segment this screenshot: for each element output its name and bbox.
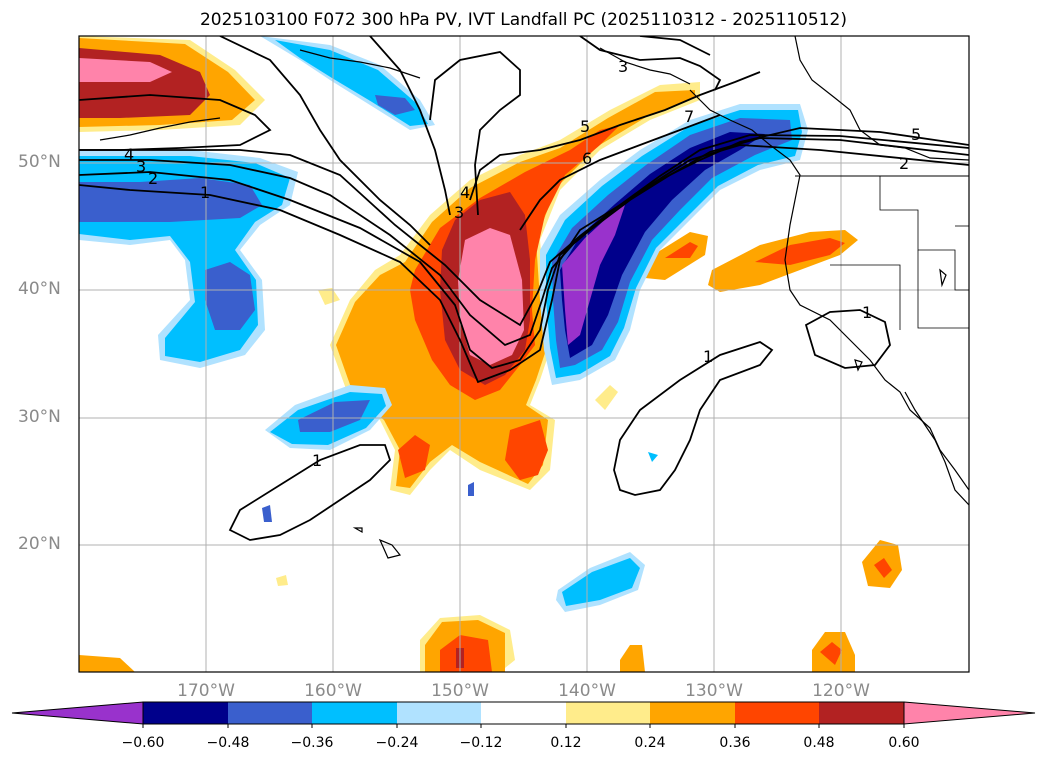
- contour-label: 2: [899, 154, 909, 173]
- contour-label: 6: [582, 149, 592, 168]
- colorbar: [11, 701, 1036, 728]
- lon-label: 160°W: [304, 681, 362, 701]
- colorbar-swatch: [228, 702, 312, 724]
- colorbar-swatch: [397, 702, 481, 724]
- colorbar-swatch: [11, 701, 144, 725]
- colorbar-tick-label: 0.36: [719, 735, 751, 751]
- colorbar-tick-label: 0.24: [634, 735, 666, 751]
- colorbar-tick-label: −0.60: [121, 735, 165, 751]
- lon-label: 170°W: [177, 681, 235, 701]
- colorbar-tick-label: 0.48: [803, 735, 835, 751]
- colorbar-tick-label: 0.12: [550, 735, 582, 751]
- colorbar-swatch: [312, 702, 397, 724]
- lon-label: 130°W: [685, 681, 743, 701]
- colorbar-swatch: [566, 702, 650, 724]
- colorbar-swatch: [650, 702, 735, 724]
- map-title: 2025103100 F072 300 hPa PV, IVT Landfall…: [199, 10, 847, 30]
- colorbar-swatch: [903, 701, 1036, 725]
- lat-label: 30°N: [18, 407, 61, 427]
- lon-label: 140°W: [558, 681, 616, 701]
- contour-label: 1: [703, 347, 713, 366]
- graticule: [79, 36, 969, 672]
- positive-anomaly-shading: [79, 36, 902, 672]
- contour-label: 1: [200, 183, 210, 202]
- colorbar-swatch: [735, 702, 819, 724]
- colorbar-tick-label: −0.48: [206, 735, 250, 751]
- contour-label: 1: [312, 451, 322, 470]
- contour-label: 1: [862, 303, 872, 322]
- colorbar-tick-label: −0.36: [290, 735, 334, 751]
- colorbar-tick-label: −0.24: [375, 735, 419, 751]
- contour-label: 4: [460, 183, 470, 202]
- lat-label: 40°N: [18, 279, 61, 299]
- lon-label: 120°W: [812, 681, 870, 701]
- colorbar-tick-label: −0.12: [459, 735, 503, 751]
- contour-label: 2: [148, 169, 158, 188]
- contour-label: 5: [580, 117, 590, 136]
- lon-label: 150°W: [431, 681, 489, 701]
- colorbar-swatch: [143, 702, 228, 724]
- colorbar-swatch: [481, 702, 566, 724]
- contour-label: 3: [618, 57, 628, 76]
- pv-contours: [79, 36, 969, 541]
- contour-label: 5: [911, 125, 921, 144]
- contour-label: 7: [684, 107, 694, 126]
- contour-label: 3: [454, 203, 464, 222]
- map-frame: [78, 35, 970, 673]
- contour-label: 3: [136, 157, 146, 176]
- lat-label: 20°N: [18, 534, 61, 554]
- colorbar-tick-label: 0.60: [888, 735, 920, 751]
- colorbar-swatch: [819, 702, 904, 724]
- contour-label: 4: [124, 145, 134, 164]
- map-canvas: 4 3 2 1 4 3 5 6 7 5 2 3 1 1 1: [78, 35, 970, 673]
- lat-label: 50°N: [18, 152, 61, 172]
- contour-labels: 4 3 2 1 4 3 5 6 7 5 2 3 1 1 1: [124, 57, 921, 470]
